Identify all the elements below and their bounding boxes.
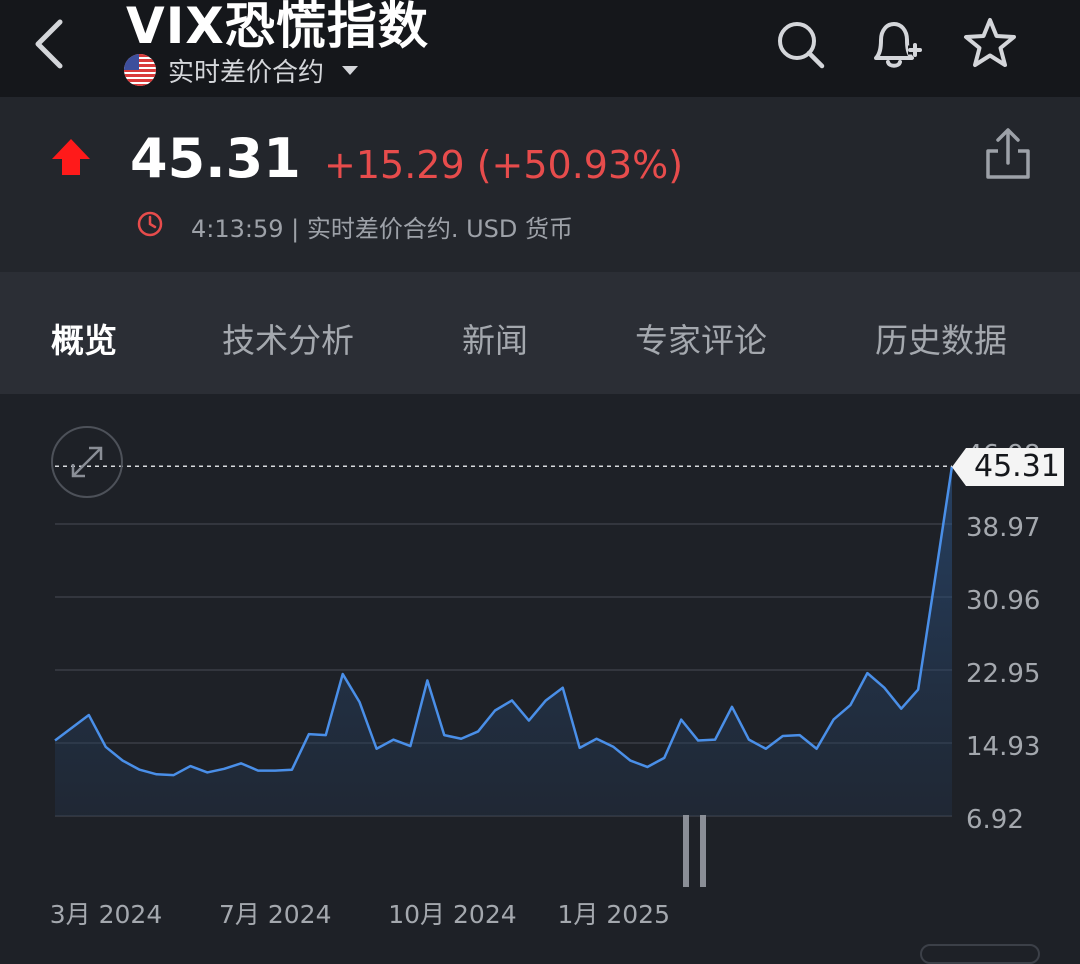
contract-type-selector[interactable]: 实时差价合约 <box>124 52 359 88</box>
search-icon[interactable] <box>772 14 828 74</box>
chevron-down-icon <box>342 65 359 75</box>
app-header: VIX恐慌指数 实时差价合约 <box>0 0 1080 97</box>
y-tick-label: 38.97 <box>966 513 1040 543</box>
y-tick-label: 6.92 <box>966 805 1024 835</box>
share-icon[interactable] <box>978 125 1038 185</box>
current-price-tag-label: 45.31 <box>974 449 1060 484</box>
price-up-arrow-icon <box>52 139 90 175</box>
quote-timestamp: 4:13:59 | 实时差价合约. USD 货币 <box>191 215 574 243</box>
tab-bar: 概览 技术分析 新闻 专家评论 历史数据 <box>0 272 1080 394</box>
page-title: VIX恐慌指数 <box>126 0 429 55</box>
x-tick-label: 3月 2024 <box>50 900 162 929</box>
tab-news[interactable]: 新闻 <box>462 321 528 360</box>
x-tick-label: 10月 2024 <box>388 900 516 929</box>
series-area <box>55 466 952 816</box>
tab-historical-data[interactable]: 历史数据 <box>875 321 1007 360</box>
tab-expert-commentary[interactable]: 专家评论 <box>635 321 767 360</box>
expand-chart-button[interactable] <box>51 426 123 498</box>
price-change: +15.29 (+50.93%) <box>324 143 684 187</box>
range-handle <box>683 815 689 887</box>
y-tick-label: 22.95 <box>966 659 1040 689</box>
expand-icon <box>71 446 103 478</box>
y-tick-label: 30.96 <box>966 586 1040 616</box>
bottom-handle <box>920 944 1040 964</box>
contract-type-label: 实时差价合约 <box>168 57 325 88</box>
back-arrow-icon[interactable] <box>28 14 72 74</box>
y-tick-label: 14.93 <box>966 732 1040 762</box>
tab-overview[interactable]: 概览 <box>51 321 117 360</box>
bell-plus-icon[interactable] <box>866 14 922 74</box>
x-tick-label: 1月 2025 <box>558 900 670 929</box>
last-price: 45.31 <box>130 127 301 190</box>
current-price-tag: 45.31 <box>952 447 1064 487</box>
quote-panel: 45.31 +15.29 (+50.93%) 4:13:59 | 实时差价合约.… <box>0 97 1080 272</box>
us-flag-icon <box>124 54 156 86</box>
range-handle <box>700 815 706 887</box>
tab-technical-analysis[interactable]: 技术分析 <box>222 321 354 360</box>
star-icon[interactable] <box>962 14 1018 74</box>
series-line <box>54 466 954 777</box>
clock-icon <box>137 211 163 237</box>
x-tick-label: 7月 2024 <box>219 900 331 929</box>
